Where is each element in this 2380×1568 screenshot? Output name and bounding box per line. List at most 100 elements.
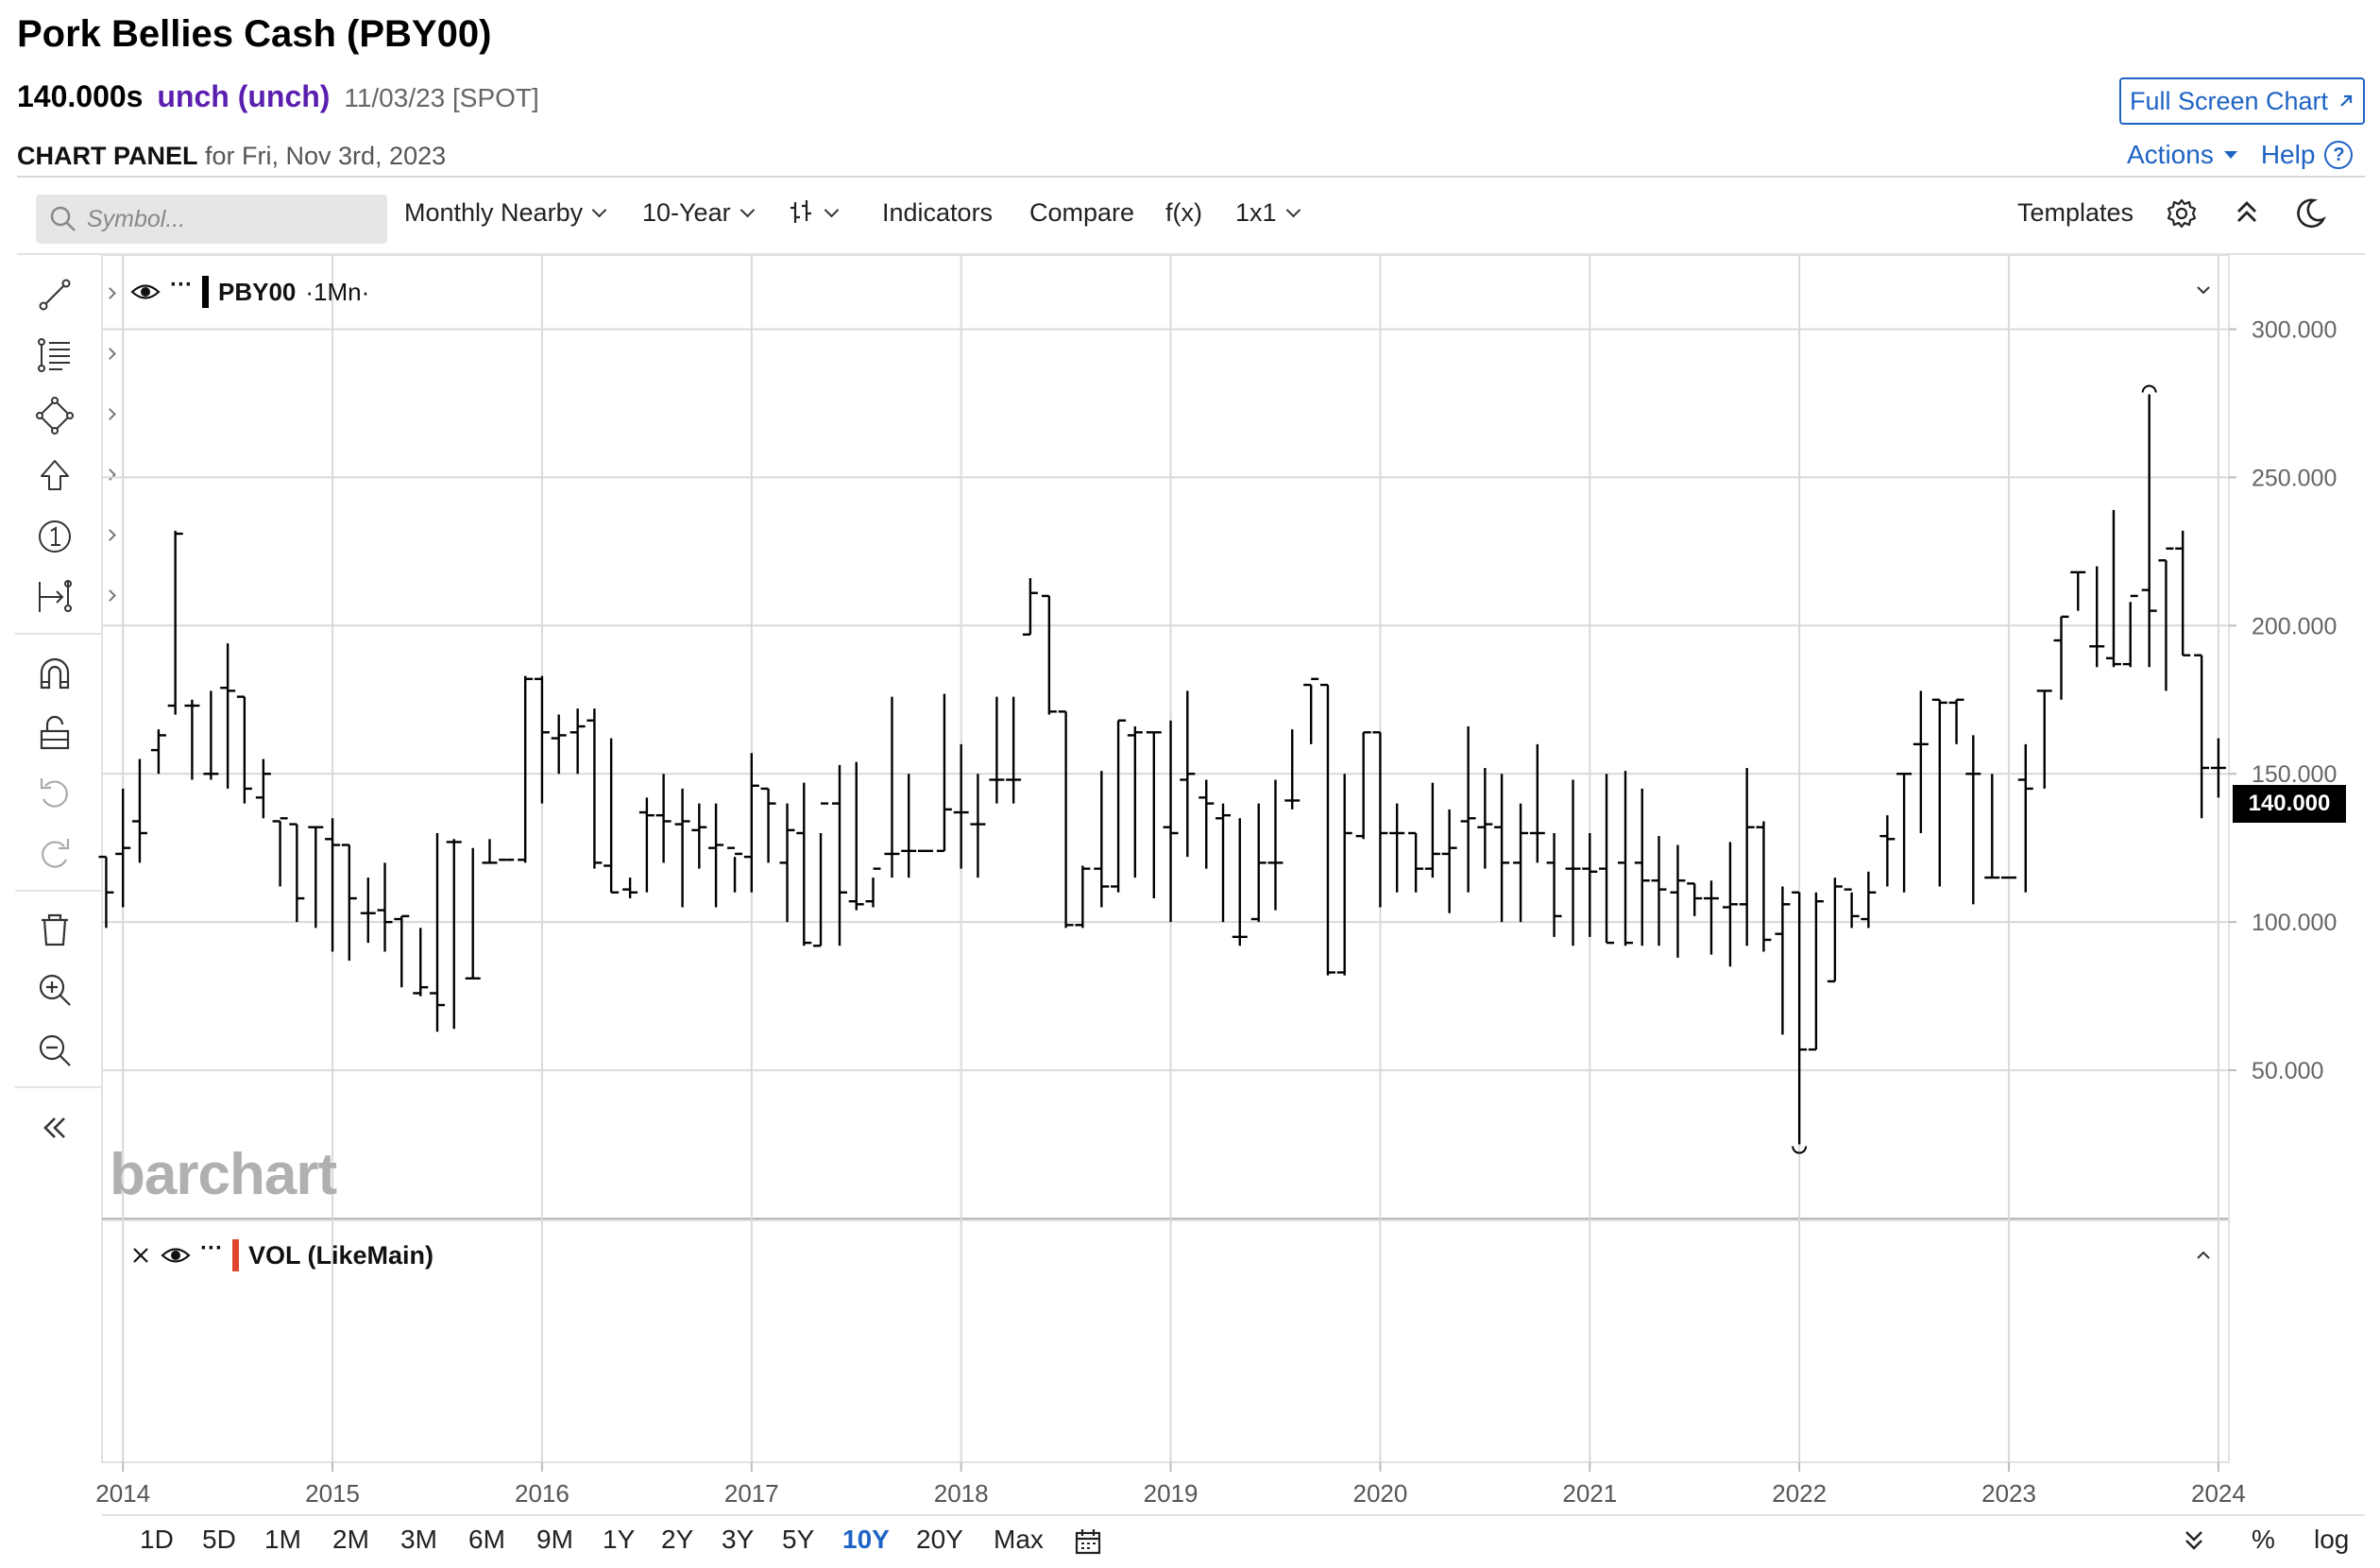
y-tick-label: 150.000 xyxy=(2252,761,2337,788)
collapse-up-button[interactable] xyxy=(2231,196,2263,229)
period-6m[interactable]: 6M xyxy=(468,1525,505,1554)
barchart-watermark: barchart xyxy=(110,1142,337,1207)
period-1m[interactable]: 1M xyxy=(264,1525,301,1554)
sidebar-divider xyxy=(15,1086,102,1088)
arrow-tool[interactable] xyxy=(34,455,116,503)
period-3y[interactable]: 3Y xyxy=(722,1525,755,1554)
period-1d[interactable]: 1D xyxy=(140,1525,174,1554)
number-icon xyxy=(39,520,71,553)
templates-button[interactable]: Templates xyxy=(2017,198,2134,228)
period-2y[interactable]: 2Y xyxy=(661,1525,694,1554)
period-max[interactable]: Max xyxy=(994,1525,1044,1554)
dark-mode-toggle[interactable] xyxy=(2293,196,2327,230)
header-divider xyxy=(17,176,2365,178)
range-label: 10-Year xyxy=(642,198,731,227)
legend-symbol: PBY00 xyxy=(217,277,297,306)
percent-toggle[interactable]: % xyxy=(2252,1525,2275,1554)
chart-type-dropdown[interactable] xyxy=(787,198,840,227)
fx-button[interactable]: f(x) xyxy=(1165,198,1202,228)
x-tick-label: 2017 xyxy=(724,1479,779,1508)
page-title: Pork Bellies Cash (PBY00) xyxy=(17,13,492,55)
double-chevron-down-icon xyxy=(2185,1531,2202,1550)
ohlc-bars-icon xyxy=(790,200,811,223)
range-dropdown[interactable]: 10-Year xyxy=(642,198,755,228)
period-high-marker xyxy=(2141,384,2157,393)
expand-down-button[interactable] xyxy=(2180,1526,2208,1561)
main-legend: ··· PBY00 ·1Mn· xyxy=(130,272,369,308)
fib-tool[interactable] xyxy=(34,334,116,382)
period-10y[interactable]: 10Y xyxy=(842,1525,890,1554)
search-placeholder: Symbol... xyxy=(87,205,186,232)
period-5d[interactable]: 5D xyxy=(202,1525,236,1554)
eye-icon[interactable] xyxy=(161,1245,191,1266)
period-3m[interactable]: 3M xyxy=(400,1525,437,1554)
chart-panel-label: CHART PANEL for Fri, Nov 3rd, 2023 xyxy=(17,142,446,171)
drawing-tools-sidebar xyxy=(15,255,116,1568)
volume-label: VOL (LikeMain) xyxy=(247,1240,434,1270)
moon-icon xyxy=(2297,198,2326,229)
gear-icon xyxy=(2167,198,2197,229)
layout-label: 1x1 xyxy=(1235,198,1277,227)
quote-date: 11/03/23 [SPOT] xyxy=(344,83,539,112)
lock-tool[interactable] xyxy=(34,712,100,759)
help-link[interactable]: Help? xyxy=(2261,140,2354,170)
help-label: Help xyxy=(2260,140,2316,169)
series-color-marker xyxy=(201,276,209,308)
settings-button[interactable] xyxy=(2165,196,2199,230)
period-1y[interactable]: 1Y xyxy=(603,1525,636,1554)
price-panel-frame xyxy=(101,254,2230,1219)
log-toggle[interactable]: log xyxy=(2314,1525,2350,1554)
x-tick-label: 2021 xyxy=(1562,1479,1617,1508)
x-tick-label: 2024 xyxy=(2191,1479,2246,1508)
redo-button[interactable] xyxy=(34,833,100,880)
close-icon[interactable] xyxy=(130,1245,151,1266)
search-icon xyxy=(50,206,76,231)
aggregation-dropdown[interactable]: Monthly Nearby xyxy=(404,198,607,228)
volume-legend: ··· VOL (LikeMain) xyxy=(130,1236,434,1271)
magnet-icon xyxy=(40,657,70,690)
symbol-search-input[interactable]: Symbol... xyxy=(36,195,387,244)
y-tick-label: 200.000 xyxy=(2252,613,2337,639)
period-5y[interactable]: 5Y xyxy=(782,1525,815,1554)
number-tool[interactable] xyxy=(34,516,116,563)
undo-button[interactable] xyxy=(34,773,100,820)
sidebar-divider xyxy=(15,633,102,635)
zoom-out-button[interactable] xyxy=(34,1030,100,1077)
layout-dropdown[interactable]: 1x1 xyxy=(1235,198,1300,228)
measure-tool[interactable] xyxy=(34,576,116,623)
more-options-icon[interactable]: ··· xyxy=(170,272,193,298)
zoom-in-icon xyxy=(39,974,71,1006)
y-tick-label: 300.000 xyxy=(2252,316,2337,343)
line-draw-icon xyxy=(39,279,71,311)
compare-button[interactable]: Compare xyxy=(1029,198,1134,228)
compare-label: Compare xyxy=(1029,198,1135,227)
full-screen-label: Full Screen Chart xyxy=(2129,86,2329,115)
chevron-down-icon[interactable] xyxy=(2195,281,2212,298)
zoom-in-button[interactable] xyxy=(34,969,100,1016)
x-tick-label: 2020 xyxy=(1352,1479,1407,1508)
volume-color-marker xyxy=(231,1239,239,1271)
shape-tool[interactable] xyxy=(34,395,116,442)
period-9m[interactable]: 9M xyxy=(536,1525,573,1554)
delete-button[interactable] xyxy=(34,909,100,956)
actions-menu[interactable]: Actions xyxy=(2127,140,2238,170)
x-tick-label: 2022 xyxy=(1772,1479,1827,1508)
chevron-up-icon[interactable] xyxy=(2195,1247,2212,1264)
x-tick-label: 2018 xyxy=(934,1479,989,1508)
x-tick-label: 2023 xyxy=(1981,1479,2036,1508)
magnet-tool[interactable] xyxy=(34,652,100,699)
period-2m[interactable]: 2M xyxy=(332,1525,369,1554)
collapse-sidebar-button[interactable] xyxy=(34,1107,100,1154)
lock-icon xyxy=(40,715,70,750)
period-20y[interactable]: 20Y xyxy=(916,1525,963,1554)
fib-icon xyxy=(38,338,70,372)
line-tool[interactable] xyxy=(34,274,116,321)
full-screen-chart-button[interactable]: Full Screen Chart xyxy=(2119,77,2365,125)
zoom-out-icon xyxy=(39,1034,71,1066)
calendar-button[interactable] xyxy=(1073,1526,1103,1563)
eye-icon[interactable] xyxy=(130,281,161,302)
arrow-icon xyxy=(41,460,69,490)
indicators-button[interactable]: Indicators xyxy=(882,198,993,228)
more-options-icon[interactable]: ··· xyxy=(200,1236,223,1261)
